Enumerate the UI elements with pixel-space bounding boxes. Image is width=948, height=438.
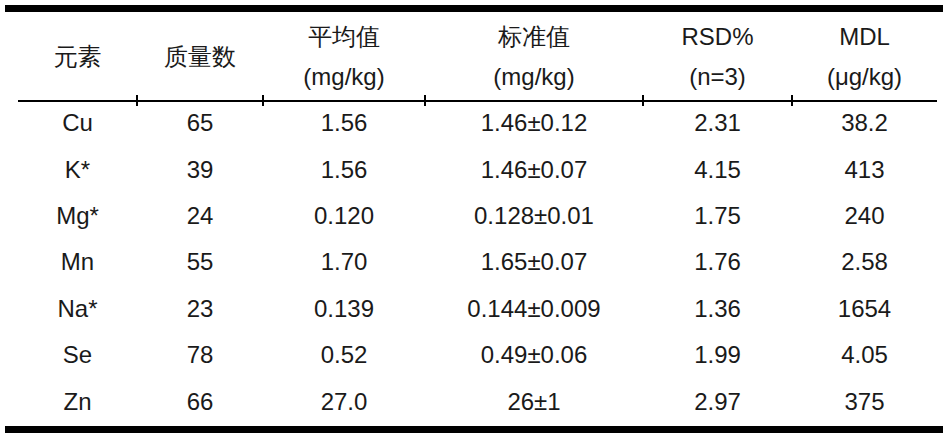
table-row: Zn 66 27.0 26±1 2.97 375 — [18, 378, 937, 424]
cell-mass-number: 78 — [137, 332, 263, 378]
cell-mdl: 240 — [792, 193, 937, 239]
cell-mdl: 2.58 — [792, 239, 937, 285]
cell-mass-number: 65 — [137, 100, 263, 146]
cell-rsd: 4.15 — [643, 146, 792, 192]
column-boundary-tick — [642, 95, 644, 106]
cell-element: Se — [18, 332, 137, 378]
table-top-rule — [5, 5, 943, 12]
table-row: Cu 65 1.56 1.46±0.12 2.31 38.2 — [18, 100, 937, 146]
col-header-mean-value-unit: (mg/kg) — [263, 57, 425, 97]
col-header-element: 元素 — [18, 13, 137, 100]
cell-mdl: 4.05 — [792, 332, 937, 378]
col-header-mass-number-label: 质量数 — [137, 37, 263, 77]
cell-mdl: 413 — [792, 146, 937, 192]
element-analysis-table: 元素 质量数 平均值 (mg/kg) 标准值 (mg/kg) RSD% (n=3… — [18, 13, 937, 425]
cell-mass-number: 23 — [137, 286, 263, 332]
column-boundary-tick — [424, 95, 426, 106]
cell-element: Zn — [18, 378, 137, 424]
cell-rsd: 1.76 — [643, 239, 792, 285]
table-row: Mn 55 1.70 1.65±0.07 1.76 2.58 — [18, 239, 937, 285]
cell-certified-value: 1.65±0.07 — [425, 239, 643, 285]
col-header-rsd-label: RSD% — [643, 17, 792, 57]
cell-element: Cu — [18, 100, 137, 146]
cell-rsd: 2.97 — [643, 378, 792, 424]
col-header-rsd: RSD% (n=3) — [643, 13, 792, 100]
cell-certified-value: 0.49±0.06 — [425, 332, 643, 378]
cell-mdl: 375 — [792, 378, 937, 424]
col-header-mean-value-label: 平均值 — [263, 17, 425, 57]
cell-mass-number: 55 — [137, 239, 263, 285]
cell-rsd: 1.36 — [643, 286, 792, 332]
col-header-mdl: MDL (μg/kg) — [792, 13, 937, 100]
cell-element: K* — [18, 146, 137, 192]
cell-mean-value: 0.120 — [263, 193, 425, 239]
col-header-mdl-unit: (μg/kg) — [792, 57, 937, 97]
cell-certified-value: 26±1 — [425, 378, 643, 424]
cell-element: Na* — [18, 286, 137, 332]
col-header-mass-number: 质量数 — [137, 13, 263, 100]
cell-mean-value: 0.52 — [263, 332, 425, 378]
col-header-certified-value: 标准值 (mg/kg) — [425, 13, 643, 100]
cell-certified-value: 0.144±0.009 — [425, 286, 643, 332]
table-row: Na* 23 0.139 0.144±0.009 1.36 1654 — [18, 286, 937, 332]
cell-mean-value: 1.56 — [263, 146, 425, 192]
cell-rsd: 2.31 — [643, 100, 792, 146]
col-header-rsd-unit: (n=3) — [643, 57, 792, 97]
table-row: Se 78 0.52 0.49±0.06 1.99 4.05 — [18, 332, 937, 378]
table-row: Mg* 24 0.120 0.128±0.01 1.75 240 — [18, 193, 937, 239]
cell-mean-value: 0.139 — [263, 286, 425, 332]
table-bottom-rule — [5, 426, 943, 433]
cell-certified-value: 0.128±0.01 — [425, 193, 643, 239]
cell-mean-value: 27.0 — [263, 378, 425, 424]
cell-mass-number: 66 — [137, 378, 263, 424]
cell-certified-value: 1.46±0.12 — [425, 100, 643, 146]
col-header-element-label: 元素 — [18, 37, 137, 77]
cell-mean-value: 1.70 — [263, 239, 425, 285]
column-boundary-tick — [791, 95, 793, 106]
header-separator-rule — [18, 100, 937, 102]
column-boundary-tick — [262, 95, 264, 106]
cell-rsd: 1.99 — [643, 332, 792, 378]
col-header-mean-value: 平均值 (mg/kg) — [263, 13, 425, 100]
cell-mdl: 38.2 — [792, 100, 937, 146]
cell-element: Mg* — [18, 193, 137, 239]
cell-mass-number: 39 — [137, 146, 263, 192]
col-header-mdl-label: MDL — [792, 17, 937, 57]
cell-mean-value: 1.56 — [263, 100, 425, 146]
header-row: 元素 质量数 平均值 (mg/kg) 标准值 (mg/kg) RSD% (n=3… — [18, 13, 937, 100]
col-header-certified-value-label: 标准值 — [425, 17, 643, 57]
column-boundary-tick — [136, 95, 138, 106]
cell-rsd: 1.75 — [643, 193, 792, 239]
cell-mass-number: 24 — [137, 193, 263, 239]
table-row: K* 39 1.56 1.46±0.07 4.15 413 — [18, 146, 937, 192]
cell-mdl: 1654 — [792, 286, 937, 332]
cell-certified-value: 1.46±0.07 — [425, 146, 643, 192]
col-header-certified-value-unit: (mg/kg) — [425, 57, 643, 97]
cell-element: Mn — [18, 239, 137, 285]
